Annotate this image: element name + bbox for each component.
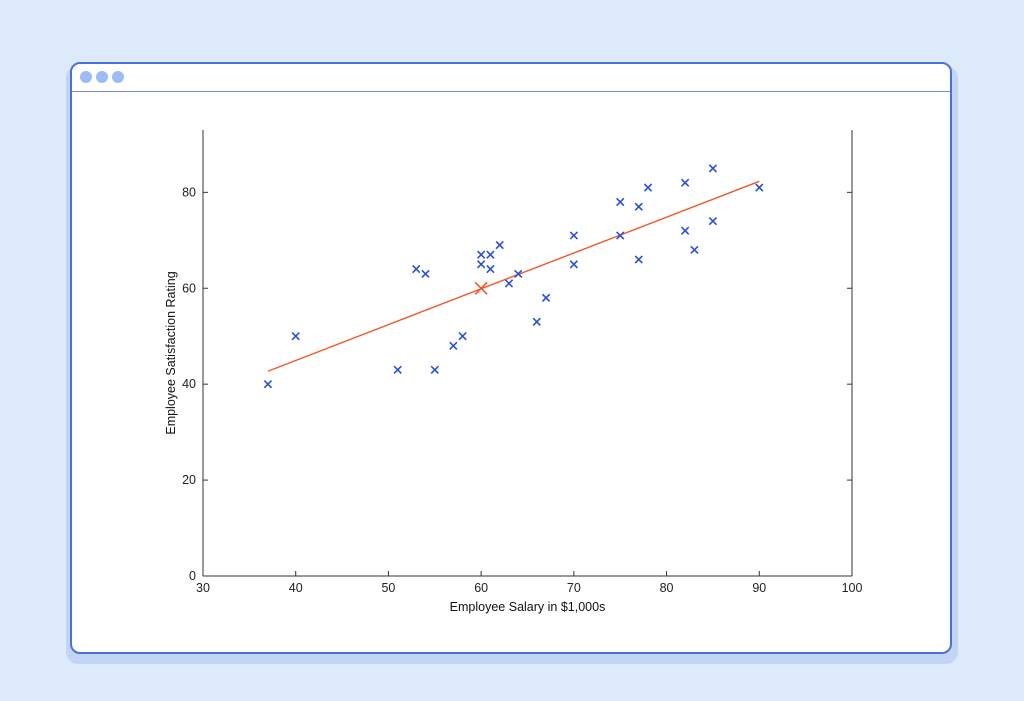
mean-point-marker [474,281,488,295]
data-point [569,260,579,269]
data-point [486,264,495,274]
data-point [634,255,643,264]
y-tick-label: 60 [182,281,196,295]
data-point [708,216,718,226]
y-tick-label: 80 [182,185,196,199]
window-control-dot[interactable] [112,71,124,83]
y-axis-title: Employee Satisfaction Rating [164,271,178,434]
data-point [291,332,300,341]
x-tick-label: 50 [381,581,395,595]
data-point [680,178,690,187]
y-tick-label: 40 [182,377,196,391]
x-tick-label: 90 [752,581,766,595]
data-point [643,183,653,192]
data-point [458,332,467,341]
data-point [541,293,551,303]
window-titlebar [72,64,950,92]
data-point [616,197,625,207]
y-tick-label: 0 [189,569,196,583]
window-control-dot[interactable] [80,71,92,83]
data-point [690,245,699,255]
data-point [476,250,486,259]
data-point [263,380,273,389]
data-point [421,269,430,279]
data-point [569,231,579,240]
x-axis-title: Employee Salary in $1,000s [450,600,606,614]
data-point [708,164,718,173]
data-point [680,226,690,235]
x-tick-label: 100 [842,581,863,595]
y-ticks: 0 20 40 60 80 [182,185,852,583]
data-point [412,264,421,274]
data-point [634,202,643,211]
data-point [532,317,541,326]
mean-point [474,281,488,295]
window-control-dot[interactable] [96,71,108,83]
data-point [616,231,625,240]
x-tick-label: 70 [567,581,581,595]
chart-axes [202,130,853,577]
data-point [514,269,523,279]
x-tick-label: 30 [196,581,210,595]
data-point [495,240,504,250]
data-points [263,164,764,389]
y-tick-label: 20 [182,473,196,487]
data-point [755,183,764,192]
browser-window [70,62,952,654]
data-point [504,279,514,288]
x-ticks: 30 40 50 60 70 80 90 100 [196,571,862,595]
x-tick-label: 80 [660,581,674,595]
data-point [486,250,495,259]
data-point [449,341,458,350]
x-tick-label: 60 [474,581,488,595]
trendline [267,180,760,372]
data-point [476,260,486,269]
data-point [393,365,402,374]
data-point [430,365,439,374]
x-tick-label: 40 [289,581,303,595]
